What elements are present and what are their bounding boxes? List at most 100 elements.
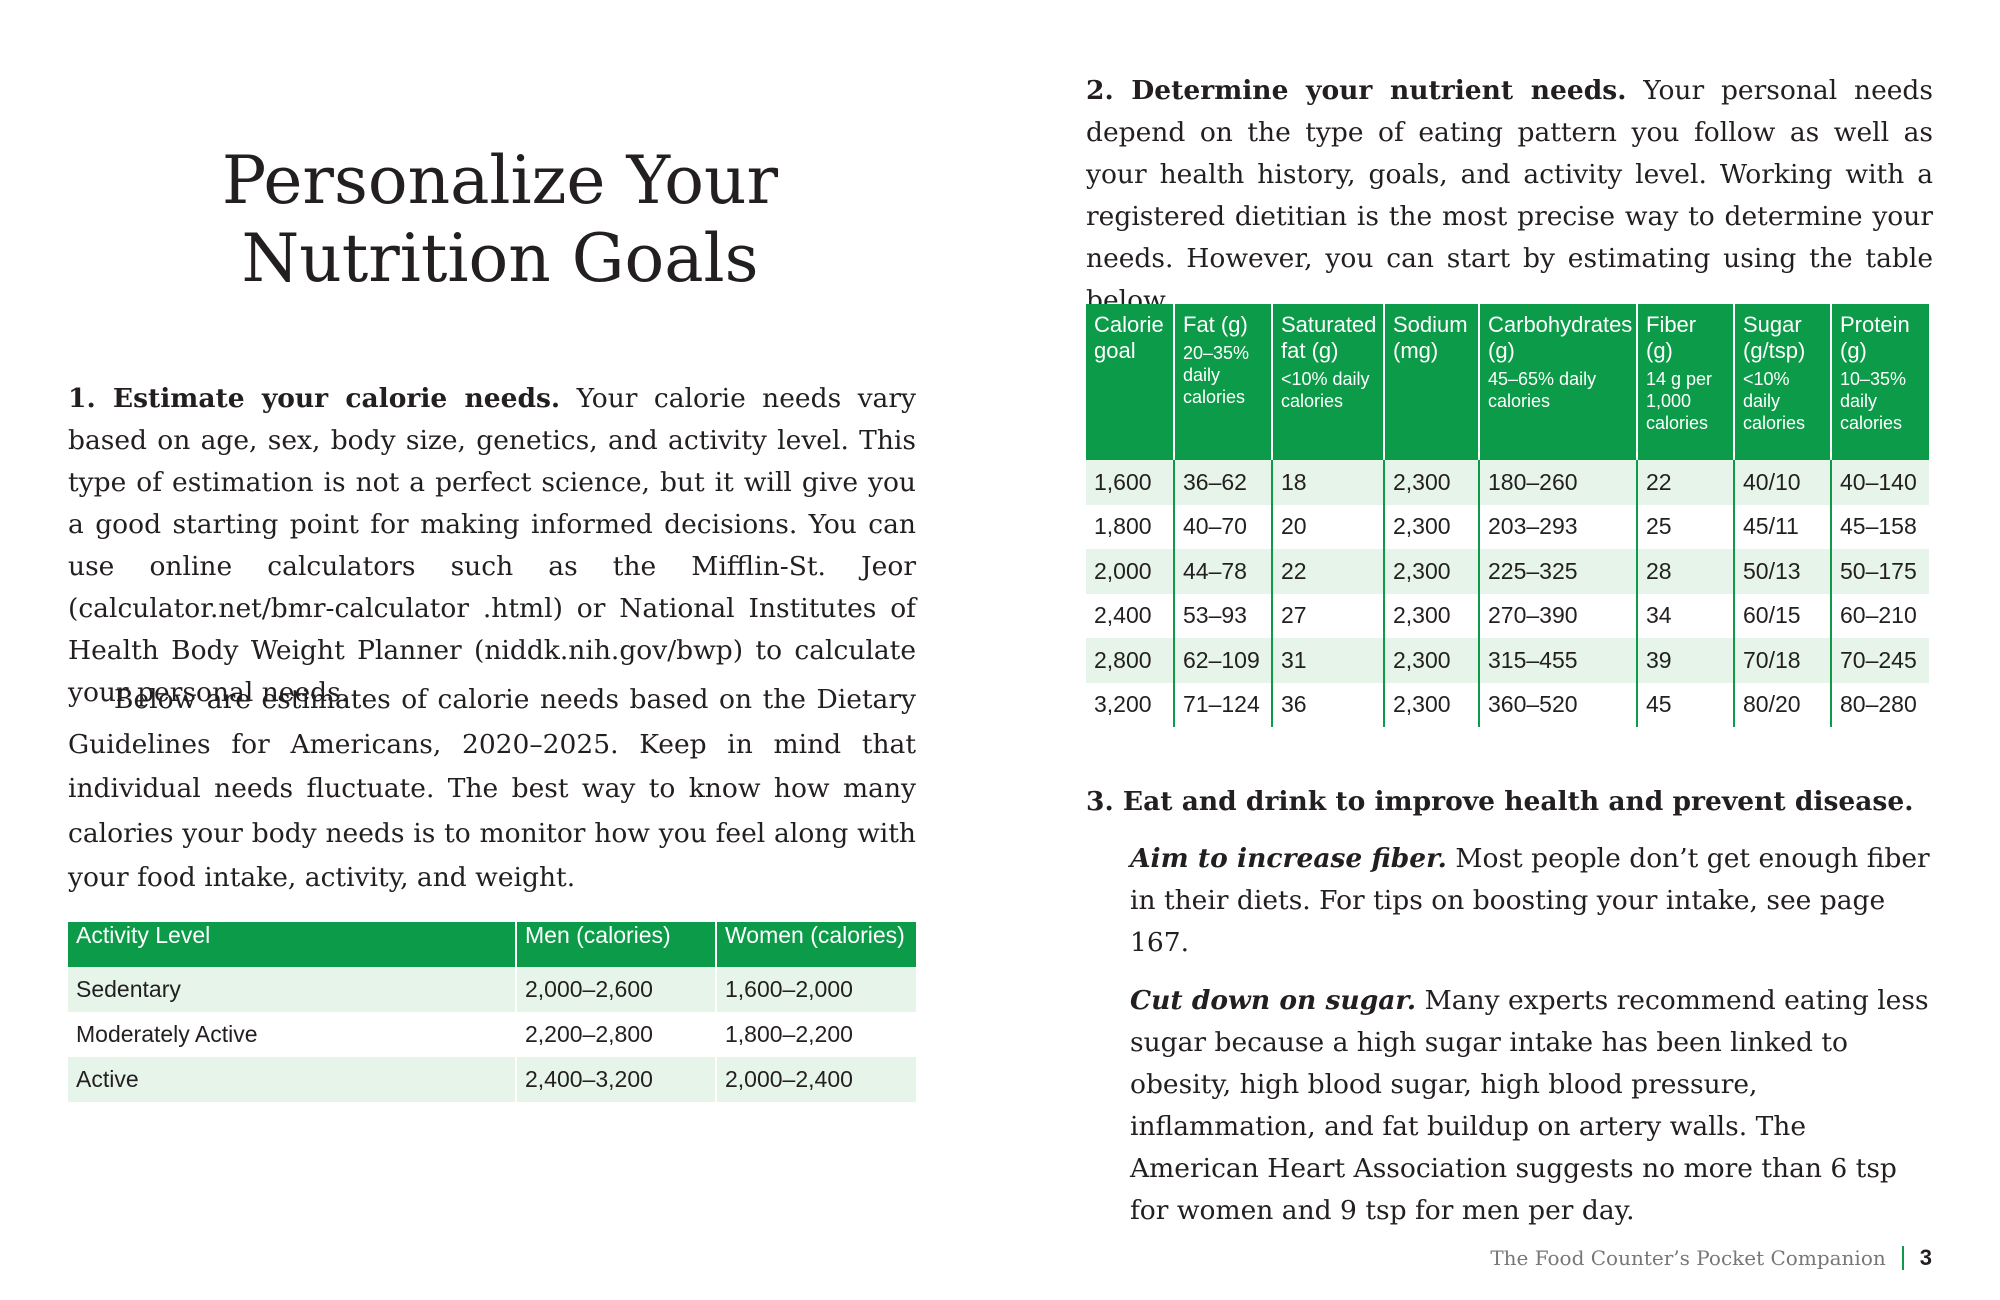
cell: 44–78 <box>1173 549 1272 594</box>
cell: 34 <box>1636 593 1734 638</box>
cell: 2,000–2,600 <box>515 967 716 1012</box>
cell: 203–293 <box>1478 504 1637 549</box>
cell: 50–175 <box>1830 549 1929 594</box>
cell: 2,300 <box>1383 682 1479 727</box>
header-label: Protein (g) <box>1840 312 1910 363</box>
tip-text: Most people don’t get enough fiber in th… <box>1130 843 1930 958</box>
row: Moderately Active 2,200–2,800 1,800–2,200 <box>68 1012 916 1057</box>
cell: 18 <box>1271 460 1384 505</box>
cell: 50/13 <box>1733 549 1831 594</box>
header-cell: Carbohydrates (g) 45–65% daily calories <box>1478 304 1637 460</box>
header-cell: Calorie goal <box>1086 304 1174 460</box>
cell: 53–93 <box>1173 593 1272 638</box>
cell: 71–124 <box>1173 682 1272 727</box>
cell: 360–520 <box>1478 682 1637 727</box>
cell: 60–210 <box>1830 593 1929 638</box>
tip-lead: Aim to increase fiber. <box>1130 843 1447 874</box>
page-number: 3 <box>1919 1245 1932 1270</box>
cell: 62–109 <box>1173 638 1272 683</box>
cell: 22 <box>1271 549 1384 594</box>
header-cell: Saturated fat (g) <10% daily calories <box>1271 304 1384 460</box>
row: Active 2,400–3,200 2,000–2,400 <box>68 1057 916 1102</box>
section-2: 2. Determine your nutrient needs. Your p… <box>1086 70 1933 322</box>
section-heading: 2. Determine your nutrient needs. <box>1086 75 1627 106</box>
tip-text: Many experts recommend eating less sugar… <box>1130 985 1929 1226</box>
header-note: 45–65% daily calories <box>1488 369 1597 411</box>
cell: 45–158 <box>1830 504 1929 549</box>
section-3-items: Aim to increase fiber. Most people don’t… <box>1130 838 1935 1248</box>
section-1: 1. Estimate your calorie needs. Your cal… <box>68 378 916 714</box>
header-row: Calorie goal Fat (g) 20–35% daily calories… <box>1086 304 1929 460</box>
cell: 27 <box>1271 593 1384 638</box>
cell: 40–140 <box>1830 460 1929 505</box>
divider <box>1901 1246 1904 1270</box>
header-label: Carbohydrates (g) <box>1488 312 1633 363</box>
cell: 315–455 <box>1478 638 1637 683</box>
cell: 1,600 <box>1086 460 1174 505</box>
header-cell: Sodium (mg) <box>1383 304 1479 460</box>
calorie-table: Activity Level Men (calories) Women (calor… <box>68 922 916 1102</box>
cell: Moderately Active <box>76 1021 258 1047</box>
cell: Active <box>68 1057 516 1102</box>
cell: Sedentary <box>68 967 516 1012</box>
header-label: Saturated fat (g) <box>1281 312 1377 363</box>
header-note: <10% daily calories <box>1281 369 1370 411</box>
row: 1,600 36–62 18 2,300 180–260 22 40/10 40–140 <box>1086 460 1929 505</box>
row: Sedentary 2,000–2,600 1,600–2,000 <box>68 967 916 1012</box>
cell: 2,300 <box>1383 638 1479 683</box>
tip-lead: Cut down on sugar. <box>1130 985 1417 1016</box>
header-note: 14 g per 1,000 calories <box>1646 369 1713 433</box>
paragraph: Your personal needs depend on the type o… <box>1086 75 1933 316</box>
header-note: 10–35% daily calories <box>1840 369 1907 433</box>
header-cell: Men (calories) <box>515 922 716 967</box>
header-label: Fiber (g) <box>1646 312 1697 363</box>
header-label: Sodium (mg) <box>1393 312 1468 363</box>
cell: 28 <box>1636 549 1734 594</box>
cell: 45 <box>1636 682 1734 727</box>
cell: 60/15 <box>1733 593 1831 638</box>
row: 3,200 71–124 36 2,300 360–520 45 80/20 80–280 <box>1086 682 1929 727</box>
cell: 1,800–2,200 <box>715 1012 916 1057</box>
header-row: Activity Level Men (calories) Women (calor… <box>68 922 916 967</box>
cell: 22 <box>1636 460 1734 505</box>
cell: 2,800 <box>1086 638 1174 683</box>
cell: 36–62 <box>1173 460 1272 505</box>
book-title: The Food Counter’s Pocket Companion <box>1490 1246 1886 1270</box>
cell: 2,400 <box>1094 602 1152 629</box>
header-cell: Sugar (g/tsp) <10% daily calories <box>1733 304 1831 460</box>
cell: 1,600–2,000 <box>715 967 916 1012</box>
cell: 2,000–2,400 <box>715 1057 916 1102</box>
row: 2,800 62–109 31 2,300 315–455 39 70/18 70–245 <box>1086 638 1929 683</box>
cell: 3,200 <box>1094 691 1152 718</box>
section-heading: 1. Estimate your calorie needs. <box>68 383 561 414</box>
cell: 25 <box>1636 504 1734 549</box>
cell: 2,000 <box>1086 549 1174 594</box>
cell: 2,200–2,800 <box>515 1012 716 1057</box>
cell: 80–280 <box>1830 682 1929 727</box>
footer: The Food Counter’s Pocket Companion 3 <box>1490 1245 1932 1271</box>
cell: 70–245 <box>1830 638 1929 683</box>
row: 2,000 44–78 22 2,300 225–325 28 50/13 50–175 <box>1086 549 1929 594</box>
paragraph: Your calorie needs vary based on age, se… <box>68 383 916 708</box>
row: 1,800 40–70 20 2,300 203–293 25 45/11 45–158 <box>1086 504 1929 549</box>
tip: Aim to increase fiber. Most people don’t… <box>1130 838 1935 964</box>
header-cell: Protein (g) 10–35% daily calories <box>1830 304 1929 460</box>
cell: 225–325 <box>1478 549 1637 594</box>
cell: 39 <box>1636 638 1734 683</box>
cell: 270–390 <box>1478 593 1637 638</box>
header-label: Fat (g) <box>1183 312 1248 337</box>
cell: 180–260 <box>1478 460 1637 505</box>
header-label: Sugar (g/tsp) <box>1743 312 1806 363</box>
cell: 2,300 <box>1383 460 1479 505</box>
page-title: Personalize Your Nutrition Goals <box>221 142 779 297</box>
nutrient-table: Calorie goal Fat (g) 20–35% daily calories… <box>1086 304 1929 727</box>
cell: 31 <box>1271 638 1384 683</box>
cell: 2,300 <box>1383 549 1479 594</box>
header-cell: Fat (g) 20–35% daily calories <box>1173 304 1272 460</box>
cell: 36 <box>1271 682 1384 727</box>
header-cell: Activity Level <box>68 922 516 967</box>
row: 2,400 53–93 27 2,300 270–390 34 60/15 60–210 <box>1086 593 1929 638</box>
header-note: 20–35% daily calories <box>1183 343 1250 407</box>
cell: 70/18 <box>1733 638 1831 683</box>
